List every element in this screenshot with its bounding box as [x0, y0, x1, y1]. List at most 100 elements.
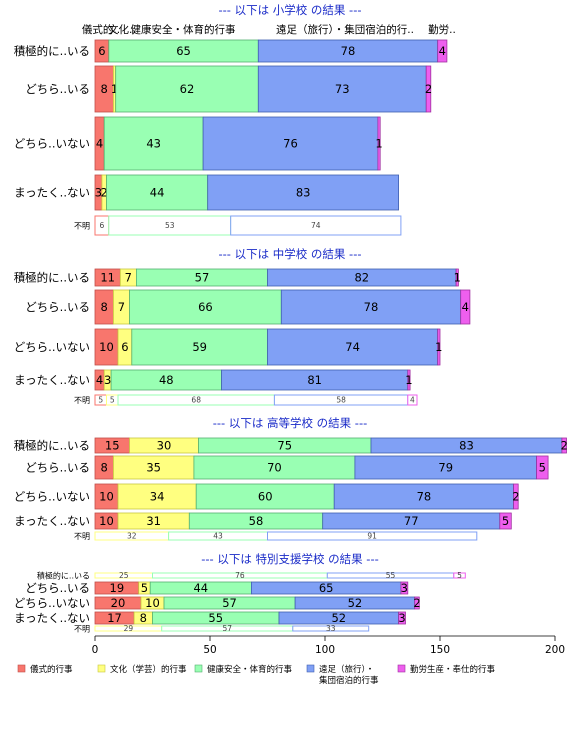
bar-segment-labor [455, 268, 459, 287]
data-label: 29 [124, 624, 134, 633]
bar-segment-labor [407, 394, 418, 406]
bar-row: 不明 32 43 91 [74, 531, 478, 541]
data-label: 62 [180, 82, 195, 96]
data-label: 2 [413, 596, 420, 610]
row-label: どちら..いない [14, 596, 90, 610]
panel-title: --- 以下は 小学校 の結果 --- [218, 3, 361, 17]
bar-row: 積極的に..いる 11 7 57 82 1 [14, 268, 461, 287]
data-label: 7 [125, 271, 132, 285]
data-label: 3 [95, 186, 102, 200]
data-label: 78 [341, 44, 356, 58]
bar-row: 積極的に..いる 6 65 78 4 [14, 39, 448, 63]
data-label: 25 [119, 571, 129, 580]
data-label: 3 [398, 611, 405, 625]
bar-segment-excursion [267, 531, 478, 541]
row-label: どちら..いる [25, 461, 90, 475]
legend-label-line: 文化（学芸）的行事 [110, 664, 187, 675]
legend-swatch-excursion [306, 664, 315, 673]
data-label: 78 [417, 490, 432, 504]
data-label: 52 [348, 596, 363, 610]
bar-segment-labor [499, 512, 512, 530]
data-label: 91 [367, 532, 377, 541]
data-label: 57 [195, 271, 210, 285]
data-label: 2 [101, 186, 108, 200]
legend-label-line: 勤労生産・奉仕的行事 [410, 664, 496, 675]
legend: 儀式的行事 文化（学芸）的行事 健康安全・体育的行事 遠足（旅行）・集団宿泊的行事 勤労… [17, 664, 496, 686]
data-label: 32 [127, 532, 137, 541]
data-label: 1 [435, 340, 442, 354]
data-label: 8 [140, 611, 147, 625]
data-label: 59 [192, 340, 207, 354]
data-label: 3 [104, 373, 111, 387]
legend-swatch-ceremonial [17, 664, 26, 673]
column-header-label: 儀式的.. [82, 23, 120, 36]
x-tick-label: 50 [203, 644, 216, 656]
data-label: 44 [150, 186, 165, 200]
row-label: まったく..ない [14, 373, 90, 387]
bar-segment-health [195, 483, 335, 510]
data-label: 2 [512, 490, 519, 504]
data-label: 1 [111, 82, 118, 96]
data-label: 6 [121, 340, 128, 354]
column-header-label: 遠足（旅行）・集団宿泊的行.. [276, 23, 414, 36]
data-label: 83 [296, 186, 311, 200]
data-label: 10 [99, 340, 114, 354]
data-label: 20 [111, 596, 126, 610]
row-label: 積極的に..いる [37, 570, 90, 580]
bar-segment-excursion [292, 625, 370, 632]
data-label: 74 [311, 221, 321, 230]
data-label: 43 [146, 137, 161, 151]
data-label: 4 [96, 137, 103, 151]
bar-segment-health [129, 289, 282, 325]
data-label: 10 [145, 596, 160, 610]
bar-segment-excursion [257, 65, 427, 113]
bar-segment-health [103, 116, 204, 171]
bar-row: どちら..いない 20 10 57 52 2 [14, 596, 421, 610]
bar-row: 不明 6 53 74 [74, 215, 402, 236]
row-label: 積極的に..いる [14, 44, 90, 58]
data-label: 4 [96, 373, 103, 387]
bar-segment-labor [437, 39, 448, 63]
row-label: まったく..ない [14, 186, 90, 200]
data-label: 53 [165, 221, 175, 230]
data-label: 2 [425, 82, 432, 96]
data-label: 60 [258, 490, 273, 504]
x-tick-label: 0 [92, 644, 99, 656]
data-label: 8 [101, 82, 108, 96]
row-label: 積極的に..いる [14, 439, 90, 453]
data-label: 83 [459, 439, 474, 453]
data-label: 44 [193, 581, 208, 595]
data-label: 34 [150, 490, 165, 504]
data-label: 65 [319, 581, 334, 595]
data-label: 17 [107, 611, 122, 625]
panel-title: --- 以下は 高等学校 の結果 --- [213, 416, 368, 430]
bar-segment-excursion [207, 174, 399, 211]
bar-segment-health [115, 65, 259, 113]
bar-row: まったく..ない 32 44 83 [14, 174, 399, 211]
row-label: 不明 [74, 221, 90, 230]
bar-segment-excursion [280, 289, 462, 325]
bar-row: 積極的に..いる 25 76 55 5 [37, 570, 466, 580]
data-label: 55 [208, 611, 223, 625]
data-label: 58 [336, 396, 346, 405]
bar-segment-health [131, 328, 268, 366]
panel-title: --- 以下は 特別支援学校 の結果 --- [201, 552, 379, 566]
legend-swatch-health [194, 664, 203, 673]
bar-segment-labor [400, 581, 409, 595]
bar-segment-labor [407, 369, 411, 391]
data-label: 30 [157, 439, 172, 453]
data-label: 4 [462, 300, 469, 314]
data-label: 5 [502, 514, 509, 528]
bar-row: 不明 5 5 68 58 4 [74, 394, 418, 406]
data-label: 1 [454, 271, 461, 285]
legend-label-line: 遠足（旅行）・ [319, 664, 374, 675]
legend-label-line: 集団宿泊的行事 [319, 675, 379, 686]
data-label: 1 [375, 137, 382, 151]
data-label: 4 [439, 44, 446, 58]
data-label: 3 [401, 581, 408, 595]
row-label: 不明 [74, 532, 90, 541]
bar-row: どちら..いない 4 43 76 1 [14, 116, 383, 171]
legend-label-line: 健康安全・体育的行事 [207, 664, 293, 675]
